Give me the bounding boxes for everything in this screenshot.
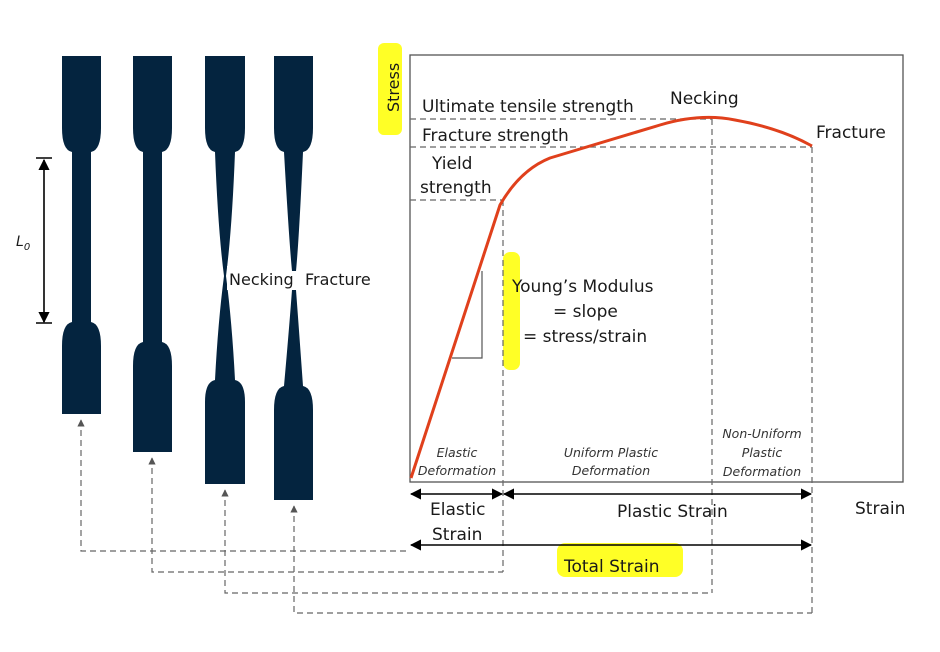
- connector-specimen-4: [290, 505, 812, 614]
- chart-frame: [409, 54, 904, 483]
- x-axis-label: Strain: [855, 499, 905, 519]
- specimens-group: L0 Necking Fracture: [16, 56, 371, 500]
- youngs-modulus-label-2: = slope: [553, 302, 618, 322]
- region-nonuniform-3: Deformation: [723, 464, 801, 479]
- stress-strain-curve: [409, 115, 813, 479]
- region-nonuniform-1: Non-Uniform: [722, 426, 801, 441]
- specimen-necking: [205, 56, 245, 484]
- region-elastic-1: Elastic: [437, 445, 478, 460]
- elastic-strain-label-1: Elastic: [430, 500, 485, 520]
- connector-specimen-3: [221, 489, 712, 594]
- y-axis-label: Stress: [384, 63, 403, 112]
- yield-strength-label-2: strength: [420, 178, 492, 198]
- gauge-length-label: L0: [16, 234, 30, 253]
- youngs-modulus-label-3: = stress/strain: [523, 327, 647, 347]
- connector-specimen-1: [77, 419, 410, 552]
- total-strain-highlight: [557, 543, 683, 577]
- uts-label: Ultimate tensile strength: [422, 97, 634, 117]
- region-uniform-2: Deformation: [572, 463, 650, 478]
- region-uniform-1: Uniform Plastic: [564, 445, 658, 460]
- region-elastic-2: Deformation: [418, 463, 496, 478]
- slope-triangle: [452, 271, 483, 359]
- specimen-elongated: [133, 56, 172, 452]
- fracture-strength-label: Fracture strength: [422, 126, 569, 146]
- connector-specimen-2: [148, 457, 503, 573]
- yield-strength-label-1: Yield: [431, 154, 472, 174]
- stress-highlight: [378, 43, 402, 135]
- specimen-original: [62, 56, 101, 414]
- total-strain-label: Total Strain: [563, 557, 659, 577]
- specimen-fractured-top: [274, 56, 313, 271]
- specimen-fracture-label: Fracture: [305, 270, 371, 289]
- specimen-necking-label: Necking: [229, 270, 294, 289]
- plastic-strain-label: Plastic Strain: [617, 502, 728, 522]
- elastic-strain-label-2: Strain: [432, 525, 482, 545]
- modulus-highlight: [503, 252, 520, 370]
- necking-point-label: Necking: [670, 89, 739, 109]
- youngs-modulus-label-1: Young’s Modulus: [511, 277, 654, 297]
- necking-label-bg: [227, 266, 291, 290]
- region-nonuniform-2: Plastic: [742, 445, 783, 460]
- fracture-point-label: Fracture: [816, 123, 886, 143]
- specimen-fractured-bottom: [274, 290, 313, 500]
